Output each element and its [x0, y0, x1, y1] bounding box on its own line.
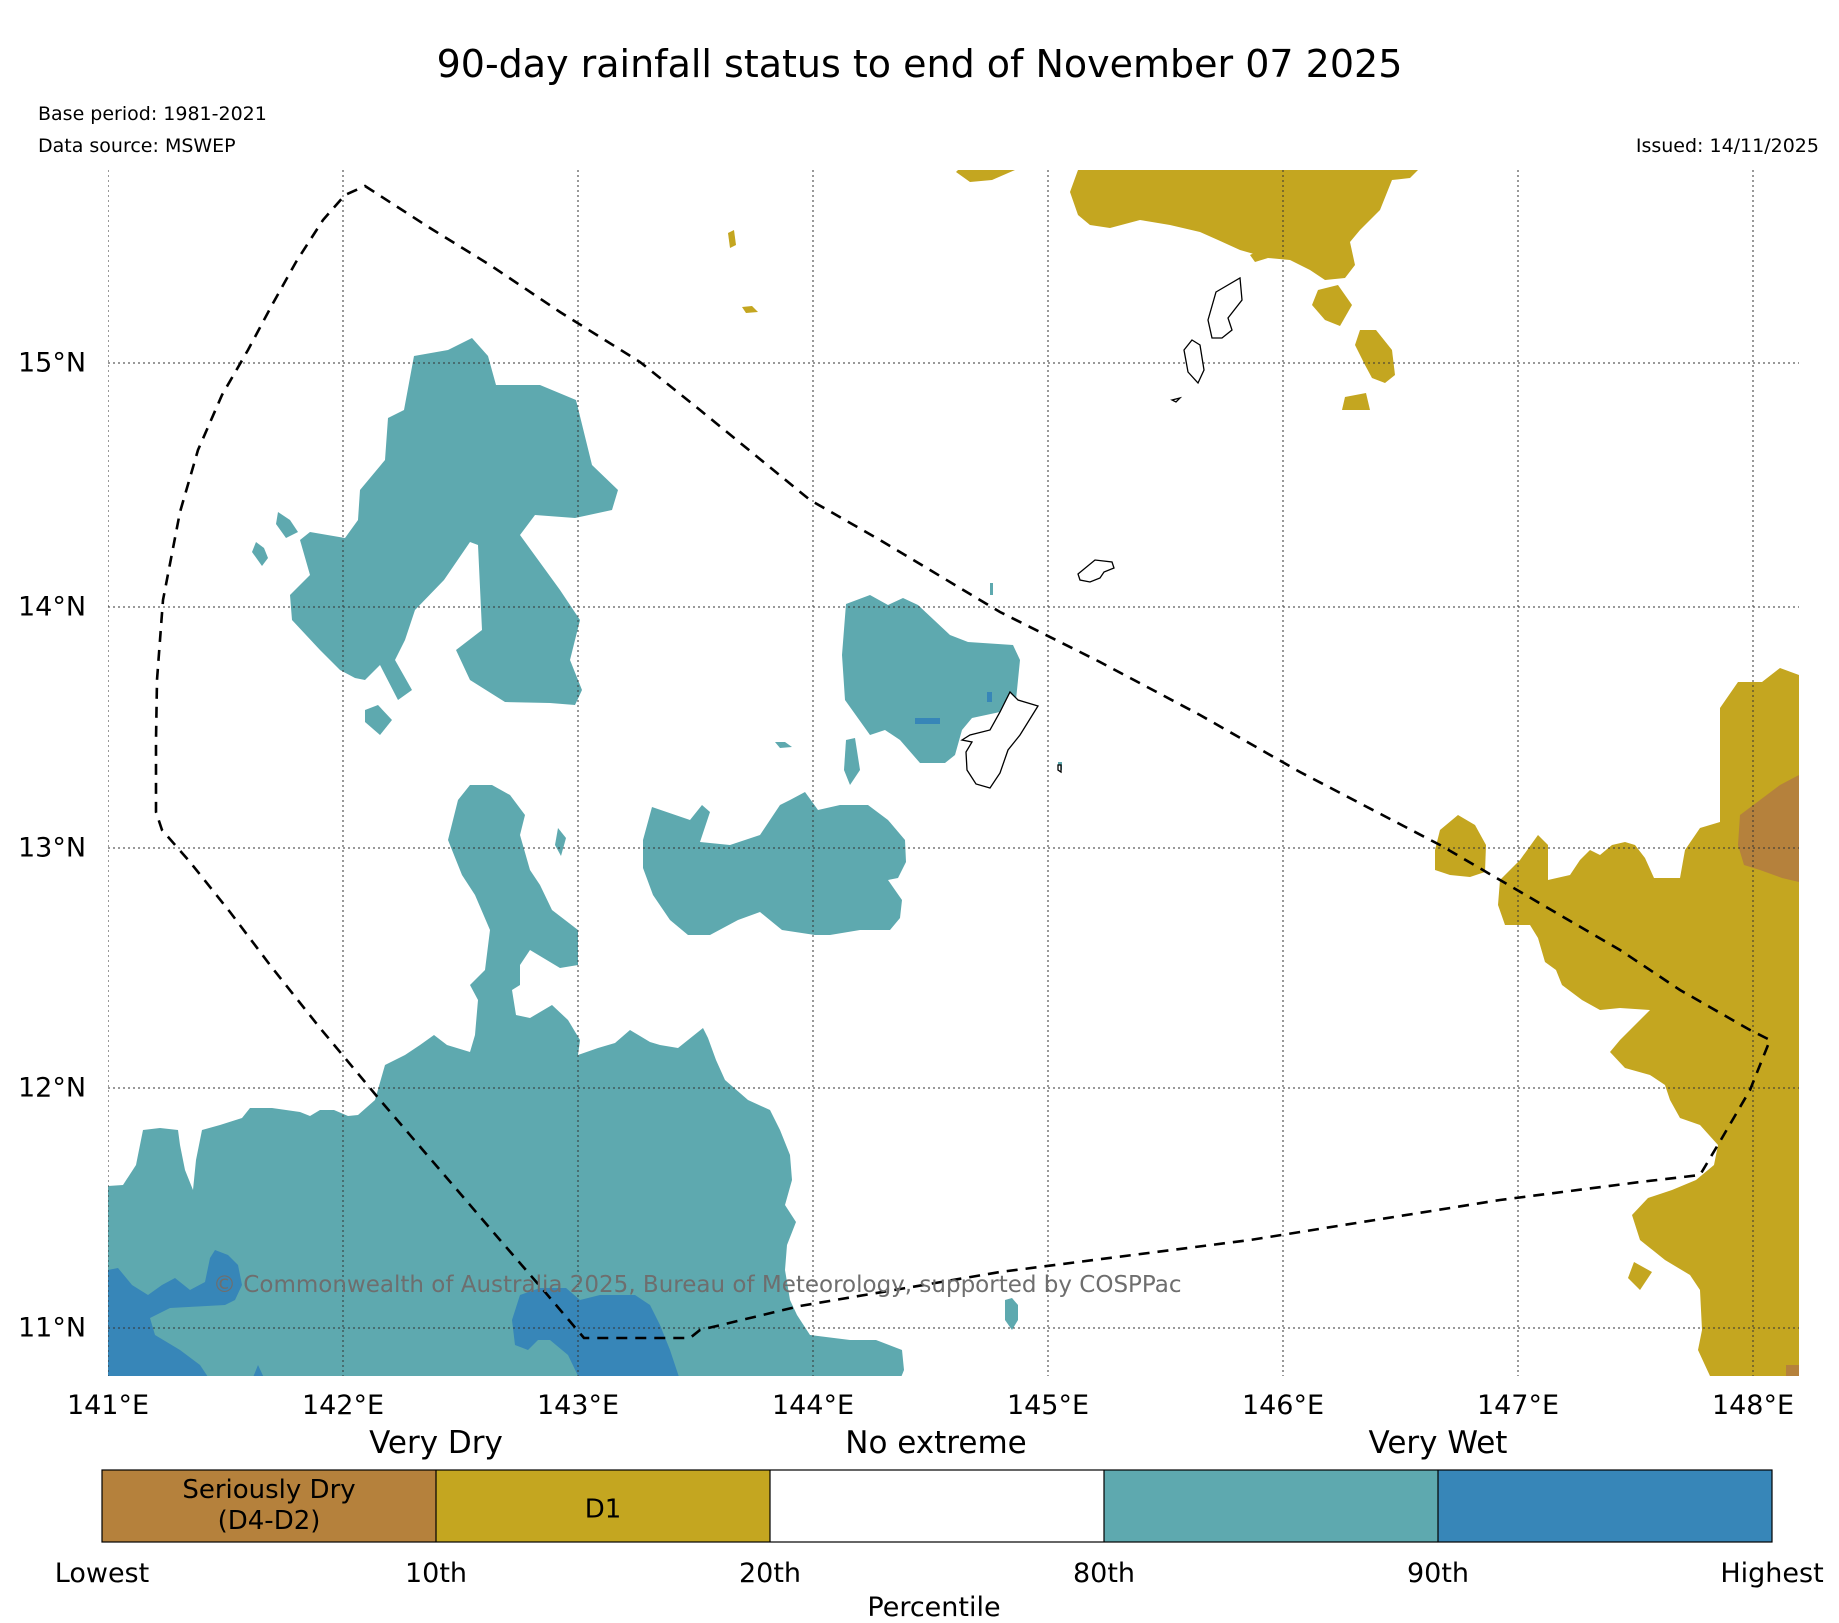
lon-label: 144°E — [771, 1390, 855, 1421]
percentile-tick: 10th — [404, 1558, 468, 1589]
lon-label: 141°E — [66, 1390, 150, 1421]
colorbar-label-line: (D4-D2) — [217, 1506, 321, 1536]
issued-date: Issued: 14/11/2025 — [1635, 135, 1819, 157]
percentile-tick: 80th — [1072, 1558, 1136, 1589]
d1-dry-regions — [728, 170, 1799, 1376]
lon-label: 145°E — [1006, 1390, 1090, 1421]
colorbar-80-90 — [1104, 1470, 1438, 1542]
lon-label: 142°E — [301, 1390, 385, 1421]
wet-80-90-regions — [108, 338, 1062, 1376]
data-source: Data source: MSWEP — [38, 135, 236, 157]
legend-category-very-wet: Very Wet — [1368, 1425, 1508, 1461]
lat-label: 12°N — [18, 1072, 87, 1104]
colorbar-label-d1: D1 — [584, 1494, 622, 1525]
colorbar-d1 — [436, 1470, 770, 1542]
percentile-tick: Lowest — [54, 1558, 150, 1589]
lat-label: 15°N — [18, 347, 87, 379]
lat-label: 11°N — [18, 1312, 87, 1344]
lon-label: 148°E — [1711, 1390, 1795, 1421]
copyright-note: © Commonwealth of Australia 2025, Bureau… — [213, 1272, 1182, 1298]
graticule — [108, 170, 1799, 1376]
lat-label: 14°N — [18, 591, 87, 623]
colorbar — [101, 1469, 1773, 1543]
lon-label: 146°E — [1241, 1390, 1325, 1421]
percentile-axis-title: Percentile — [867, 1592, 1001, 1623]
lat-label: 13°N — [18, 832, 87, 864]
percentile-tick: 20th — [738, 1558, 802, 1589]
percentile-tick: Highest — [1720, 1558, 1824, 1589]
base-period: Base period: 1981-2021 — [38, 103, 267, 125]
wet-90-plus-regions — [108, 692, 992, 1376]
map-title: 90-day rainfall status to end of Novembe… — [436, 42, 1403, 86]
percentile-tick: 90th — [1406, 1558, 1470, 1589]
lon-label: 143°E — [536, 1390, 620, 1421]
colorbar-label-seriously-dry: Seriously Dry (D4-D2) — [182, 1475, 355, 1537]
lon-label: 147°E — [1476, 1390, 1560, 1421]
legend-category-no-extreme: No extreme — [845, 1425, 1027, 1461]
colorbar-90-plus — [1438, 1470, 1772, 1542]
colorbar-seriously-dry — [102, 1470, 436, 1542]
island-coastlines — [960, 276, 1243, 789]
colorbar-label-line: Seriously Dry — [182, 1475, 356, 1505]
legend-category-very-dry: Very Dry — [369, 1425, 503, 1461]
colorbar-no-extreme — [770, 1470, 1104, 1542]
